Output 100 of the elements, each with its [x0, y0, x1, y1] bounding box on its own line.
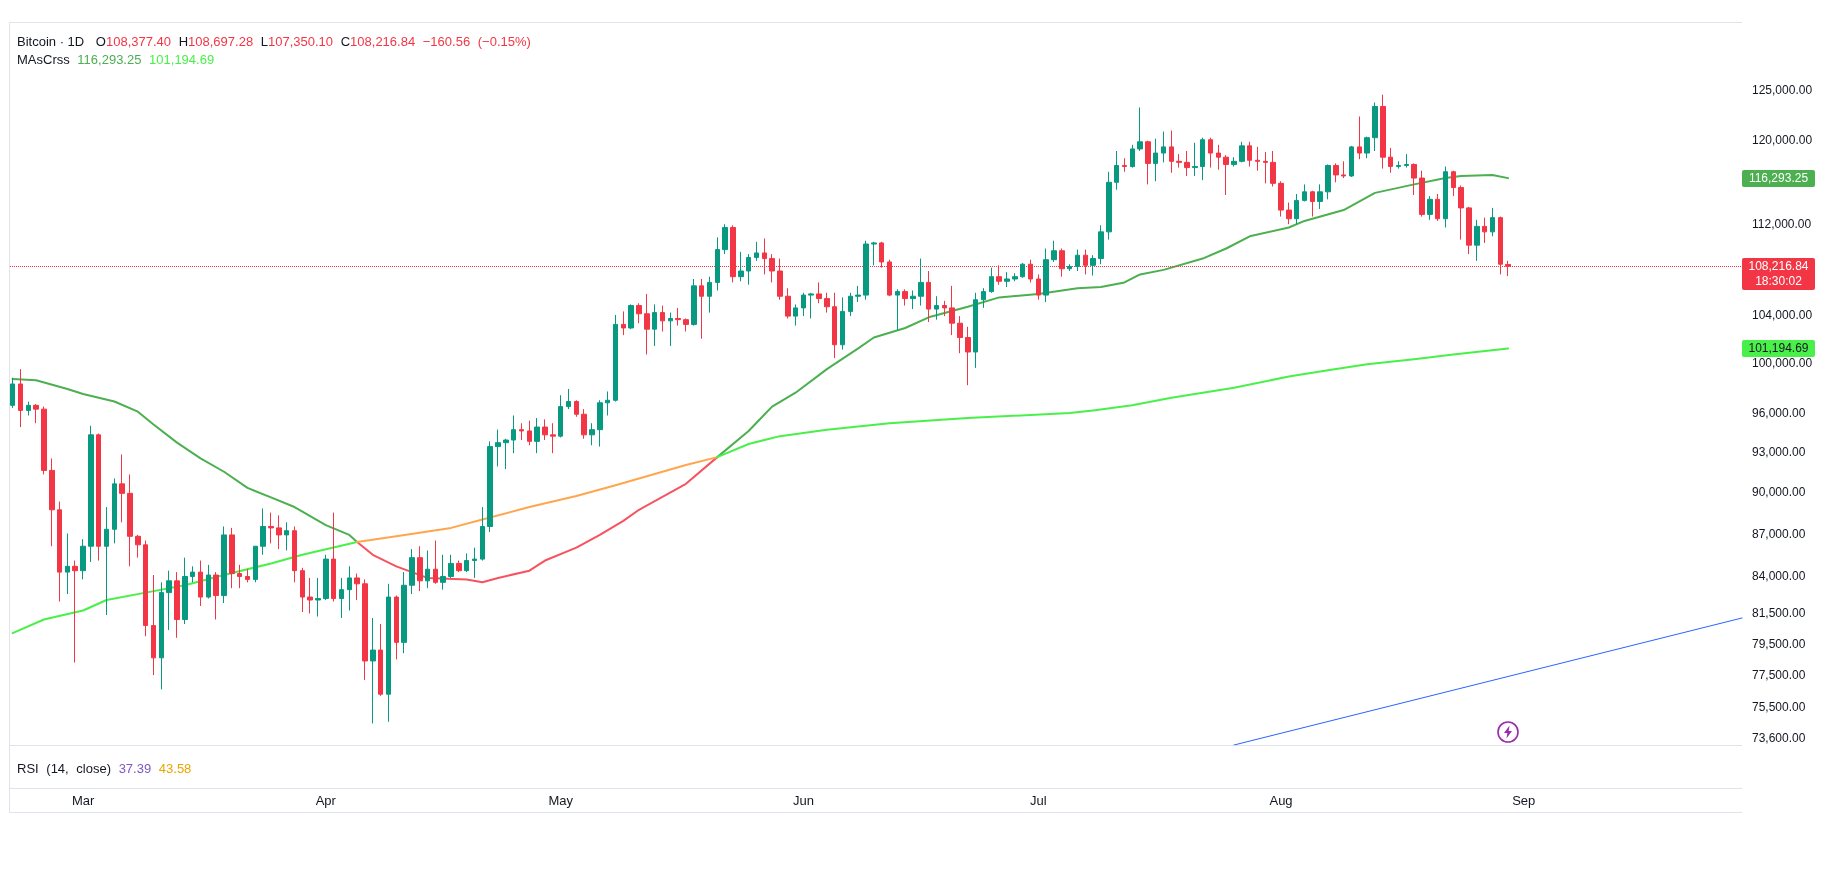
candlestick: [832, 292, 837, 359]
candlestick: [362, 578, 368, 681]
candlestick: [174, 571, 180, 639]
candlestick: [1090, 254, 1096, 277]
y-tick-label: 77,500.00: [1752, 668, 1806, 683]
candlestick: [942, 300, 947, 317]
candlestick: [119, 453, 125, 523]
candlestick: [1419, 170, 1425, 218]
candlestick: [855, 285, 861, 303]
candlestick: [981, 287, 986, 309]
candlestick: [1490, 207, 1495, 237]
ref-line-label: 108,216.84 18:30:02: [1748, 258, 1809, 288]
candlestick: [80, 538, 86, 580]
candlestick: [253, 545, 258, 583]
candlestick: [1012, 272, 1018, 282]
candlestick: [1341, 160, 1346, 179]
x-tick-label: Aug: [1269, 793, 1293, 808]
candlestick: [1396, 160, 1401, 170]
candlestick: [1270, 150, 1276, 188]
candlestick: [574, 399, 579, 418]
candlestick: [1286, 202, 1292, 225]
x-tick-label: Apr: [315, 793, 337, 808]
candlestick: [534, 417, 540, 454]
candlestick: [448, 554, 454, 579]
candlestick: [151, 574, 156, 676]
candlestick: [1153, 138, 1158, 182]
candlestick: [1043, 247, 1049, 303]
candlestick: [480, 506, 485, 562]
candlestick: [1184, 150, 1190, 177]
x-tick-label: Jun: [792, 793, 814, 808]
candlestick: [1333, 162, 1339, 183]
candlestick: [72, 560, 78, 664]
candlestick: [166, 570, 172, 631]
candlestick: [581, 408, 587, 440]
candlestick: [738, 251, 744, 282]
candlestick: [902, 288, 908, 307]
candlestick: [808, 292, 814, 319]
candlestick: [1098, 224, 1104, 265]
candlestick: [88, 425, 94, 563]
candlestick: [621, 310, 626, 336]
candlestick: [456, 560, 462, 573]
candlestick: [542, 418, 548, 441]
candlestick: [284, 521, 289, 552]
candlestick: [417, 545, 423, 592]
candlestick: [895, 288, 900, 331]
candlestick: [49, 457, 55, 547]
candlestick: [26, 401, 31, 417]
candlestick: [675, 307, 681, 327]
candlestick: [589, 422, 595, 446]
candlestick: [1474, 219, 1480, 262]
candlestick: [495, 429, 501, 467]
candlestick: [33, 403, 39, 424]
candlestick: [300, 567, 305, 613]
y-tick-label: 93,000.00: [1752, 444, 1806, 459]
candlestick: [1427, 195, 1433, 221]
candlestick: [793, 303, 798, 327]
candlestick: [863, 240, 869, 301]
candlestick: [840, 296, 845, 351]
candlestick: [1122, 157, 1127, 173]
candlestick: [347, 565, 352, 611]
candlestick: [965, 326, 971, 386]
candlestick: [824, 292, 830, 314]
candlestick: [1176, 153, 1182, 169]
candlestick: [558, 394, 563, 438]
candlestick: [550, 422, 556, 454]
candlestick: [644, 293, 650, 355]
candlestick: [1216, 144, 1221, 171]
candlestick: [1247, 141, 1252, 168]
candlestick: [401, 571, 407, 654]
candlestick: [386, 583, 391, 723]
y-tick-label: 79,500.00: [1752, 636, 1806, 651]
candlestick: [683, 317, 689, 333]
candlestick: [268, 512, 274, 544]
candlestick: [292, 525, 297, 583]
candlestick: [1137, 106, 1143, 152]
candlestick: [746, 253, 751, 286]
x-tick-label: May: [548, 793, 574, 808]
text: RSI (14, close) 37.39 43.58: [17, 761, 192, 776]
y-tick-label: 112,000.00: [1752, 217, 1812, 232]
y-tick-label: 84,000.00: [1752, 569, 1806, 584]
candlestick: [409, 548, 415, 595]
y-tick-label: 104,000.00: [1752, 307, 1813, 322]
candlestick: [1114, 150, 1119, 191]
candlestick: [276, 514, 282, 550]
candlestick: [511, 415, 516, 454]
candlestick: [652, 303, 657, 347]
line-series: [716, 347, 1510, 459]
candlestick: [785, 287, 791, 319]
candlestick: [926, 270, 931, 323]
y-tick-label: 125,000.00: [1752, 82, 1813, 97]
candlestick: [519, 422, 524, 441]
candlestick: [918, 258, 924, 307]
candlestick: [973, 292, 978, 369]
text: 101,194.69: [1748, 340, 1809, 355]
candlestick: [1231, 156, 1237, 168]
candlestick: [1004, 271, 1010, 288]
y-tick-label: 75,500.00: [1752, 700, 1806, 715]
candlestick: [245, 568, 250, 583]
candlestick: [715, 236, 720, 291]
candlestick: [425, 550, 430, 589]
